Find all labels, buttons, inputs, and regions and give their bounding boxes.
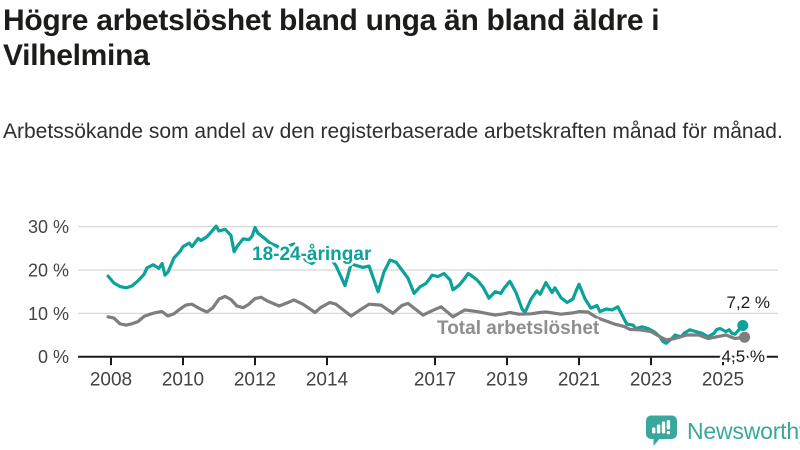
chart-title: Högre arbetslöshet bland unga än bland ä… bbox=[3, 4, 660, 72]
brand-name: Newsworthy bbox=[687, 418, 800, 444]
x-tick-label: 2014 bbox=[306, 370, 349, 391]
x-tick-label: 2021 bbox=[558, 370, 600, 391]
series-label-total: Total arbetslöshet bbox=[437, 318, 600, 339]
end-dot-youth bbox=[737, 319, 749, 331]
x-tick-label: 2017 bbox=[414, 370, 456, 391]
line-youth bbox=[106, 224, 745, 345]
x-tick-label: 2012 bbox=[234, 370, 276, 391]
y-tick-label: 10 % bbox=[28, 304, 69, 324]
y-tick-label: 0 % bbox=[38, 347, 69, 367]
end-value-label-youth: 7,2 % bbox=[727, 293, 770, 312]
unemployment-line-chart: 2008 2010 2012 2014 2017 2019 2021 2023 2025 0 % 1… bbox=[28, 217, 778, 391]
newsworthy-logo: Newsworthy bbox=[644, 414, 800, 449]
y-tick-label: 30 % bbox=[28, 217, 69, 237]
chart-subtitle: Arbetssökande som andel av den registerb… bbox=[3, 120, 783, 143]
line-total bbox=[106, 294, 747, 342]
bar-chart-speech-bubble-icon bbox=[646, 415, 677, 446]
end-dot-total bbox=[739, 331, 751, 343]
chart-plot-layers: 2008 2010 2012 2014 2017 2019 2021 2023 2025 0 % 1… bbox=[28, 217, 778, 391]
series-label-youth: 18-24-åringar bbox=[252, 244, 372, 265]
x-tick-label: 2023 bbox=[630, 370, 672, 391]
x-tick-label: 2008 bbox=[90, 370, 132, 391]
y-tick-label: 20 % bbox=[28, 261, 69, 281]
end-value-label-total: 4,5 % bbox=[722, 347, 765, 366]
x-tick-label: 2019 bbox=[486, 370, 528, 391]
x-tick-label: 2010 bbox=[162, 370, 204, 391]
x-tick-label: 2025 bbox=[702, 370, 744, 391]
